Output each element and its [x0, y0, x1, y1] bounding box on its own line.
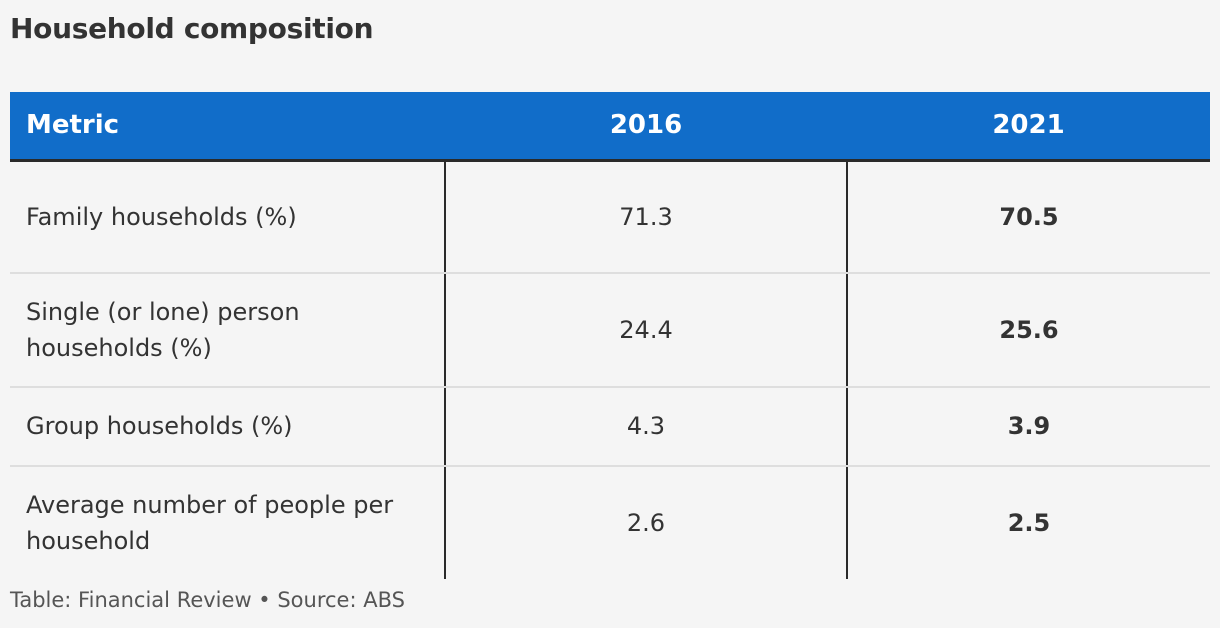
source-footer: Table: Financial Review • Source: ABS	[10, 588, 405, 612]
table-row: Single (or lone) person households (%) 2…	[10, 272, 1210, 388]
row-label-single-person-households: Single (or lone) person households (%)	[10, 272, 445, 388]
column-header-2021: 2021	[847, 92, 1210, 162]
column-header-metric: Metric	[10, 92, 445, 162]
cell-2016-average-people-per-household: 2.6	[444, 465, 847, 579]
cell-2021-group-households: 3.9	[846, 386, 1210, 467]
cell-2021-average-people-per-household: 2.5	[846, 465, 1210, 579]
row-label-group-households: Group households (%)	[10, 386, 445, 467]
column-header-2016: 2016	[445, 92, 847, 162]
cell-2016-single-person-households: 24.4	[444, 272, 847, 388]
cell-2021-family-households: 70.5	[846, 160, 1210, 274]
table-row: Family households (%) 71.3 70.5	[10, 160, 1210, 274]
table-row: Group households (%) 4.3 3.9	[10, 386, 1210, 467]
row-label-average-people-per-household: Average number of people per household	[26, 490, 394, 555]
data-table: Metric 2016 2021 Family households (%) 7…	[10, 92, 1210, 579]
chart-title: Household composition	[10, 12, 374, 45]
cell-2016-group-households: 4.3	[444, 386, 847, 467]
cell-2021-single-person-households: 25.6	[846, 272, 1210, 388]
cell-2016-family-households: 71.3	[444, 160, 847, 274]
table-header-row: Metric 2016 2021	[10, 92, 1210, 162]
table-row: Average number of people per household 2…	[10, 465, 1210, 579]
row-label-family-households: Family households (%)	[10, 160, 445, 274]
